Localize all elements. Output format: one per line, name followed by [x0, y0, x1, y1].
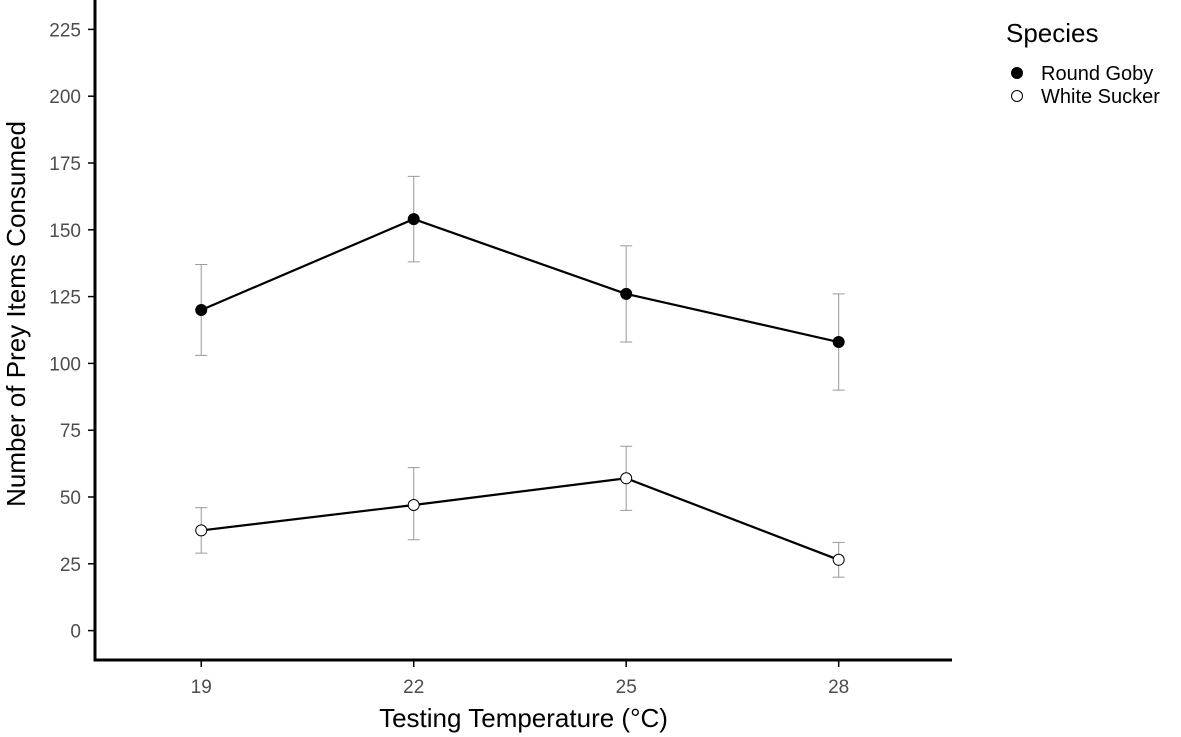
data-point-white-sucker [407, 499, 420, 512]
y-tick-label: 150 [49, 221, 81, 242]
series-line-round-goby [200, 217, 839, 344]
legend-title: Species [1006, 18, 1099, 48]
data-point-round-goby [407, 213, 420, 226]
data-point-white-sucker [195, 524, 208, 537]
y-tick-label: 0 [70, 622, 81, 643]
y-tick-label: 200 [49, 87, 81, 108]
data-point-white-sucker [620, 472, 633, 485]
data-point-white-sucker [832, 553, 845, 566]
x-axis-title: Testing Temperature (°C) [379, 703, 668, 733]
y-axis-title: Number of Prey Items Consumed [1, 121, 31, 507]
axes-layer [93, 0, 952, 662]
x-ticks: 19 22 25 28 [191, 660, 849, 698]
y-tick-label: 75 [60, 421, 81, 442]
y-tick-label: 100 [49, 354, 81, 375]
legend-key-round-goby [1011, 67, 1023, 79]
series-lines-layer [200, 217, 840, 561]
x-tick-label: 25 [616, 677, 637, 698]
points-layer [195, 213, 845, 566]
data-point-round-goby [620, 287, 633, 300]
x-tick-label: 28 [828, 677, 849, 698]
y-tick-label: 225 [49, 20, 81, 41]
data-point-round-goby [832, 336, 845, 349]
series-line-white-sucker [201, 477, 840, 561]
x-tick-label: 22 [403, 677, 424, 698]
y-tick-label: 25 [60, 555, 81, 576]
y-ticks: 0 25 50 75 100 125 150 175 200 225 [49, 20, 95, 643]
legend-label-round-goby: Round Goby [1041, 63, 1153, 85]
data-point-round-goby [195, 303, 208, 316]
y-tick-label: 50 [60, 488, 81, 509]
x-tick-label: 19 [191, 677, 212, 698]
y-tick-label: 125 [49, 288, 81, 309]
y-tick-label: 175 [49, 154, 81, 175]
legend-key-white-sucker [1011, 90, 1023, 102]
errorbars-layer [195, 175, 845, 578]
legend-label-white-sucker: White Sucker [1041, 86, 1160, 108]
